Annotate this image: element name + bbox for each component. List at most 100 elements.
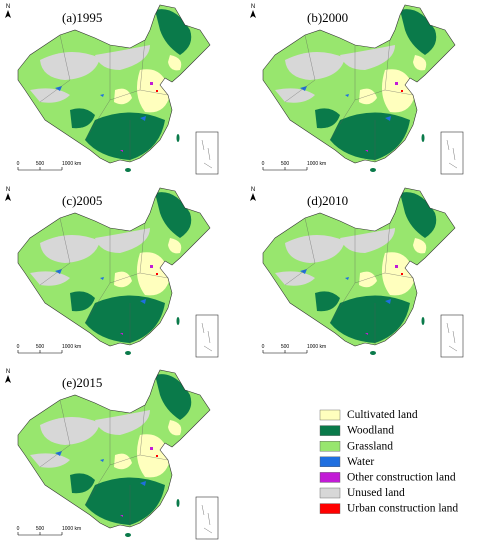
country-outline [17, 187, 211, 347]
land-patch [70, 291, 95, 312]
scale-label: 1000 km [62, 344, 81, 350]
scale-bar [17, 350, 63, 354]
land-patch [95, 45, 150, 70]
scale-label: 500 [36, 526, 45, 532]
hainan [125, 168, 131, 172]
land-patch [40, 51, 100, 80]
land-patch [285, 51, 345, 80]
scale-label: 0 [17, 526, 20, 532]
panel-label: (a)1995 [62, 10, 102, 25]
land-patch [30, 453, 70, 468]
land-patch [85, 295, 165, 343]
taiwan [176, 134, 180, 142]
map-panel: (e)2015 N 0 500 1000 km [5, 369, 219, 540]
land-patch [413, 238, 427, 254]
north-label: N [6, 369, 10, 375]
land-patch [40, 234, 100, 263]
north-arrow [250, 193, 256, 201]
scale-bar [262, 167, 308, 171]
panel-label: (e)2015 [62, 375, 102, 390]
scale-label: 500 [36, 161, 45, 167]
taiwan [176, 317, 180, 325]
inset-box [195, 131, 219, 175]
legend-label: Water [347, 456, 374, 468]
north-arrow [5, 193, 11, 201]
land-patch [381, 252, 415, 296]
scale-label: 1000 km [307, 344, 326, 350]
hainan [125, 351, 131, 355]
province-lines [39, 399, 169, 527]
scale-label: 500 [281, 161, 290, 167]
land-patch [275, 271, 315, 286]
legend-label: Grassland [347, 440, 393, 452]
hainan [370, 351, 376, 355]
taiwan [176, 499, 180, 507]
north-arrow [250, 10, 256, 18]
land-patch [168, 55, 182, 71]
land-patch [315, 108, 340, 129]
legend-swatch [319, 456, 341, 467]
inset-box [195, 314, 219, 358]
scale-label: 1000 km [307, 161, 326, 167]
land-patch [136, 69, 170, 113]
scale-label: 500 [36, 344, 45, 350]
hainan [125, 533, 131, 537]
land-patch [359, 88, 377, 105]
legend-swatch [319, 441, 341, 452]
taiwan [421, 317, 425, 325]
land-patch [70, 473, 95, 494]
land-patch [413, 55, 427, 71]
legend-label: Other construction land [347, 472, 456, 484]
inset-islands [201, 322, 213, 352]
land-patch [340, 45, 395, 70]
legend-label: Unused land [347, 487, 405, 499]
land-patch [114, 88, 132, 105]
inset-islands [446, 139, 458, 169]
scale-label: 1000 km [62, 161, 81, 167]
inset-box [440, 314, 464, 358]
land-patches [275, 9, 437, 160]
land-patch [285, 234, 345, 263]
province-lines [39, 34, 169, 162]
land-patches [30, 374, 192, 525]
land-patch [359, 271, 377, 288]
hainan [370, 168, 376, 172]
land-patch [85, 112, 165, 160]
land-patch [315, 291, 340, 312]
inset-box [440, 131, 464, 175]
land-patch [168, 420, 182, 436]
inset-islands [446, 322, 458, 352]
legend-swatch [319, 472, 341, 483]
scale-bar [17, 167, 63, 171]
scale-label: 0 [262, 161, 265, 167]
legend-swatch [319, 503, 341, 514]
province-lines [284, 34, 414, 162]
legend-swatch [319, 409, 341, 421]
land-patch [330, 295, 410, 343]
scale-label: 1000 km [62, 526, 81, 532]
north-arrow [5, 375, 11, 383]
legend-label: Cultivated land [347, 409, 418, 421]
north-label: N [251, 187, 255, 193]
land-patch [114, 271, 132, 288]
inset-islands [201, 139, 213, 169]
legend: Cultivated land Woodland Grassland Water Oth… [319, 409, 458, 515]
land-patch [70, 108, 95, 129]
inset-islands [201, 504, 213, 534]
land-patch [168, 238, 182, 254]
country-outline [262, 4, 456, 164]
panel-label: (d)2010 [307, 193, 348, 208]
north-arrow [5, 10, 11, 18]
scale-label: 500 [281, 344, 290, 350]
taiwan [421, 134, 425, 142]
legend-label: Woodland [347, 425, 394, 437]
land-patch [30, 271, 70, 286]
scale-label: 0 [262, 344, 265, 350]
map-panel: (a)1995 N 0 500 1000 km [5, 4, 219, 175]
province-lines [284, 217, 414, 345]
land-patches [30, 192, 192, 343]
land-patch [136, 252, 170, 296]
province-lines [39, 217, 169, 345]
legend-label: Urban construction land [347, 503, 458, 515]
